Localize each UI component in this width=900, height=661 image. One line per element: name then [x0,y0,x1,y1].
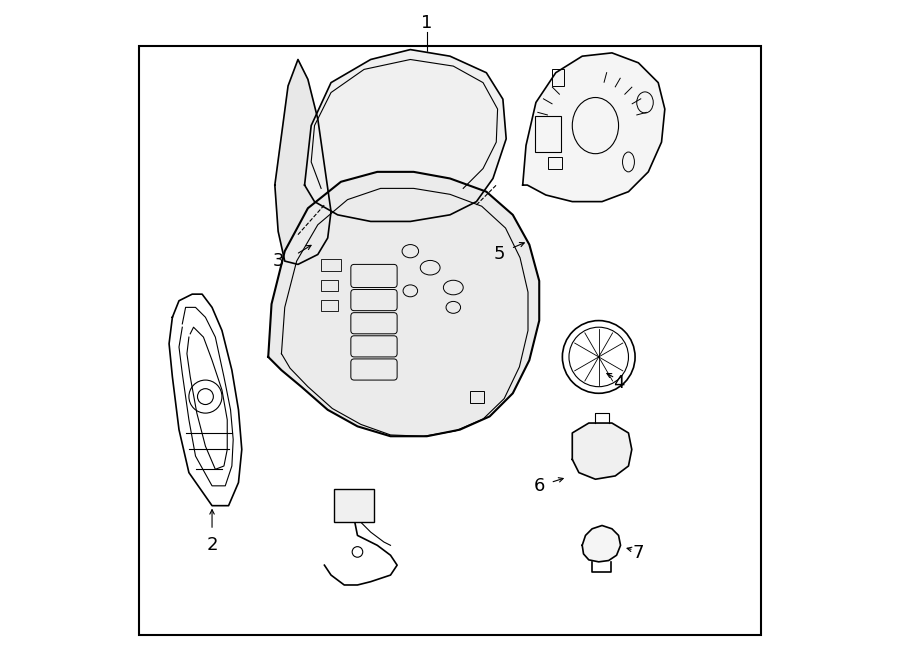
Text: 6: 6 [534,477,544,495]
Text: 5: 5 [493,245,505,264]
Text: 4: 4 [613,374,625,393]
Polygon shape [582,525,620,562]
Polygon shape [572,423,632,479]
Polygon shape [268,172,539,436]
Polygon shape [523,53,665,202]
Text: 7: 7 [633,544,644,563]
Text: 2: 2 [206,536,218,555]
Text: 1: 1 [421,14,433,32]
Polygon shape [274,59,331,264]
Text: 3: 3 [273,252,284,270]
Polygon shape [304,50,506,221]
FancyBboxPatch shape [334,489,374,522]
